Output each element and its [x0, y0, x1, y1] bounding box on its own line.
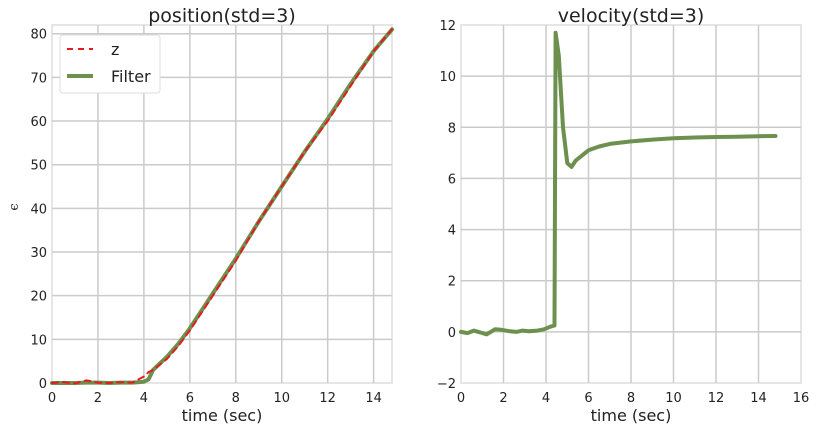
position-chart: 0 2 4 6 8 10 12 14 0 10 20 30 40 50 60 70 80 position(st…: [7, 5, 394, 425]
y-tick-label: 70: [30, 71, 47, 86]
y-tick-label: 40: [30, 202, 47, 217]
y-tick-label: 0: [448, 326, 456, 341]
y-tick-label: 10: [30, 333, 47, 348]
legend: z Filter: [59, 34, 161, 94]
series-z-line: [51, 28, 393, 385]
x-tick-label: 0: [48, 391, 56, 406]
y-tick-label: 12: [439, 19, 456, 34]
series-line: [459, 30, 778, 337]
x-tick-label: 4: [140, 391, 148, 406]
y-tick-label: 30: [30, 246, 47, 261]
series-layer: [459, 30, 778, 337]
chart-title: velocity(std=3): [558, 5, 705, 27]
x-tick-label: 14: [365, 391, 382, 406]
grid-lines: [461, 25, 801, 383]
x-tick-label: 8: [232, 391, 240, 406]
y-tick-label: 10: [439, 70, 456, 85]
y-tick-label: 60: [30, 115, 47, 130]
x-tick-label: 2: [94, 391, 102, 406]
x-tick-label: 10: [273, 391, 290, 406]
y-tick-label: 2: [448, 275, 456, 290]
chart-title: position(std=3): [148, 5, 296, 27]
y-tick-label: 6: [448, 172, 456, 187]
x-tick-label: 6: [186, 391, 194, 406]
legend-z-label: z: [111, 40, 119, 59]
y-tick-label: 4: [448, 224, 456, 239]
x-tick-label: 14: [750, 391, 767, 406]
y-tick-label: −2: [437, 377, 456, 392]
series-layer: [50, 27, 394, 385]
x-tick-label: 12: [319, 391, 336, 406]
y-tick-label: 80: [30, 28, 47, 43]
x-tick-label: 10: [665, 391, 682, 406]
x-axis-label: time (sec): [591, 406, 672, 425]
x-tick-label: 4: [542, 391, 550, 406]
x-tick-label: 0: [457, 391, 465, 406]
legend-box: [59, 34, 161, 94]
x-tick-label: 16: [793, 391, 810, 406]
x-tick-label: 12: [708, 391, 725, 406]
x-tick-label: 2: [499, 391, 507, 406]
x-axis-label: time (sec): [182, 406, 263, 425]
x-tick-label: 6: [584, 391, 592, 406]
tick-labels: 0 2 4 6 8 10 12 14 0 10 20 30 40 50 60 70 80: [30, 28, 381, 406]
y-tick-label: 50: [30, 159, 47, 174]
x-tick-label: 8: [627, 391, 635, 406]
y-tick-label: 20: [30, 290, 47, 305]
y-tick-label: 8: [448, 121, 456, 136]
y-axis-label: ϵ: [7, 203, 22, 210]
y-tick-label: 0: [39, 377, 47, 392]
legend-filter-label: Filter: [111, 67, 151, 86]
